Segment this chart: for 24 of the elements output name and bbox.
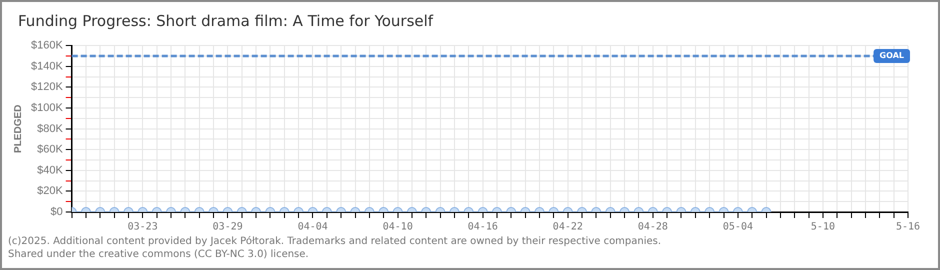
y-axis-title: PLEDGED [12, 104, 24, 153]
y-tick-label: $160K [30, 40, 64, 52]
x-tick-label: 05-04 [722, 222, 753, 233]
chart-title: Funding Progress: Short drama film: A Time for Yourself [18, 12, 434, 30]
y-tick-label: $20K [37, 185, 64, 198]
x-tick-label: 04-22 [552, 222, 583, 233]
ref-line-label: GOAL [880, 51, 904, 60]
y-tick-label: $100K [30, 102, 64, 114]
x-tick-label: 04-04 [298, 222, 328, 233]
y-tick-label: $0 [50, 206, 63, 218]
y-tick-label: $80K [37, 122, 64, 135]
x-tick-label: 04-10 [382, 222, 413, 233]
y-tick-label: $60K [37, 144, 64, 156]
y-tick-label: $140K [30, 60, 64, 72]
x-tick-label: 5-10 [810, 222, 836, 233]
x-tick-label: 04-28 [638, 222, 668, 233]
text: Shared under the creative commons (CC BY-NC 3.0) license. [8, 249, 309, 260]
x-tick-label: 04-16 [468, 222, 498, 233]
x-tick-label: 03-29 [212, 222, 243, 233]
x-tick-label: 5-16 [896, 222, 920, 233]
y-tick-label: $120K [30, 81, 64, 94]
x-tick-label: 03-23 [128, 222, 158, 233]
y-tick-label: $40K [37, 164, 64, 176]
text: (c)2025. Additional content provided by Jacek Półtorak. Trademarks and related content are owned by their respective companies. [8, 236, 662, 247]
